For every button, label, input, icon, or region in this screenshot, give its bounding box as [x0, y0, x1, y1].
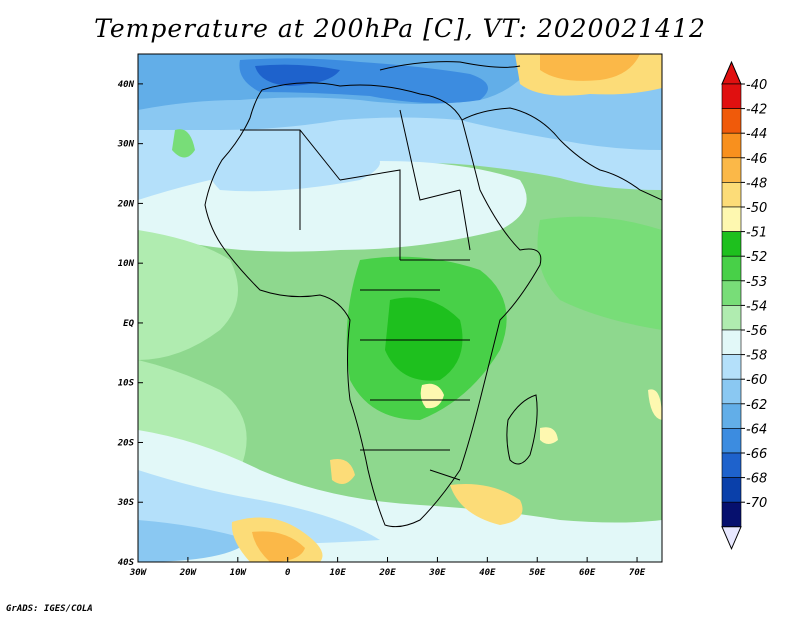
- colorbar-swatch: [721, 403, 742, 429]
- colorbar-label: -66: [746, 447, 767, 462]
- colorbar-label: -68: [746, 472, 767, 487]
- colorbar-swatch: [721, 182, 742, 208]
- colorbar-label: -51: [746, 226, 767, 241]
- lat-tick-label: 10N: [118, 259, 135, 269]
- colorbar-label: -52: [746, 250, 767, 265]
- colorbar-swatch: [721, 477, 742, 503]
- lon-tick-label: 40E: [479, 568, 496, 578]
- colorbar-label: -53: [746, 275, 767, 290]
- colorbar-label: -58: [746, 349, 767, 364]
- lat-tick-label: 30S: [117, 498, 135, 508]
- credit-text: GrADS: IGES/COLA: [6, 604, 93, 614]
- colorbar-label: -50: [746, 201, 767, 216]
- lat-tick-label: 30N: [117, 140, 135, 150]
- colorbar-bottom-arrow: [721, 526, 742, 551]
- lon-tick-label: 20E: [378, 568, 396, 578]
- colorbar-top-arrow: [721, 60, 742, 85]
- lon-tick-label: 20W: [179, 568, 198, 578]
- lat-tick-label: 40N: [118, 80, 135, 90]
- lon-tick-label: 10W: [230, 568, 248, 578]
- colorbar-swatch: [721, 255, 742, 282]
- colorbar-swatch: [721, 132, 742, 159]
- colorbar-label: -70: [746, 496, 767, 511]
- colorbar-swatch: [721, 305, 742, 331]
- colorbar-swatch: [721, 378, 742, 405]
- lat-tick-label: 20N: [117, 199, 135, 209]
- colorbar-label: -56: [746, 324, 767, 339]
- colorbar-label: -48: [746, 176, 767, 191]
- colorbar-label: -46: [746, 152, 767, 167]
- colorbar-swatch: [721, 157, 742, 183]
- colorbar-swatch: [721, 452, 742, 478]
- colorbar-swatch: [721, 428, 742, 454]
- lon-tick-label: 50E: [529, 568, 546, 578]
- colorbar-label: -40: [746, 78, 767, 93]
- colorbar-swatch: [721, 108, 742, 134]
- colorbar-swatch: [721, 354, 742, 380]
- colorbar-swatch: [721, 280, 742, 306]
- lon-tick-label: 70E: [629, 568, 646, 578]
- lat-tick-label: EQ: [123, 319, 134, 329]
- lat-tick-label: 40S: [118, 558, 135, 568]
- colorbar-swatch: [721, 206, 742, 232]
- colorbar-swatch: [721, 501, 742, 528]
- lat-tick-label: 10S: [118, 379, 135, 389]
- lon-tick-label: 0: [285, 568, 291, 578]
- lon-tick-label: 30E: [428, 568, 446, 578]
- map-title: Temperature at 200hPa [C], VT: 202002141…: [94, 14, 706, 43]
- colorbar-label: -64: [746, 422, 767, 437]
- temperature-field: [138, 54, 662, 562]
- colorbar-label: -60: [746, 373, 767, 388]
- colorbar-label: -44: [746, 127, 767, 142]
- colorbar-swatch: [721, 329, 742, 355]
- colorbar-label: -54: [746, 299, 767, 314]
- colorbar-swatch: [721, 83, 742, 109]
- lon-tick-label: 10E: [329, 568, 346, 578]
- colorbar-swatch: [721, 231, 742, 257]
- map-frame: [137, 53, 663, 563]
- coastlines: [204, 61, 662, 528]
- lon-tick-label: 60E: [579, 568, 596, 578]
- colorbar: -40 -42 -44 -46 -48 -50 -51 -52 -53 -54 -56 -58 -60 -…: [721, 60, 767, 551]
- colorbar-label: -62: [746, 398, 767, 413]
- lat-tick-label: 20S: [117, 438, 135, 448]
- colorbar-label: -42: [746, 103, 767, 118]
- lon-tick-label: 30W: [129, 568, 148, 578]
- axis-ticks: 30W 20W 10W 0 10E 20E 30E 40E 50E 60E 70E 40N 30N 20N…: [117, 80, 646, 578]
